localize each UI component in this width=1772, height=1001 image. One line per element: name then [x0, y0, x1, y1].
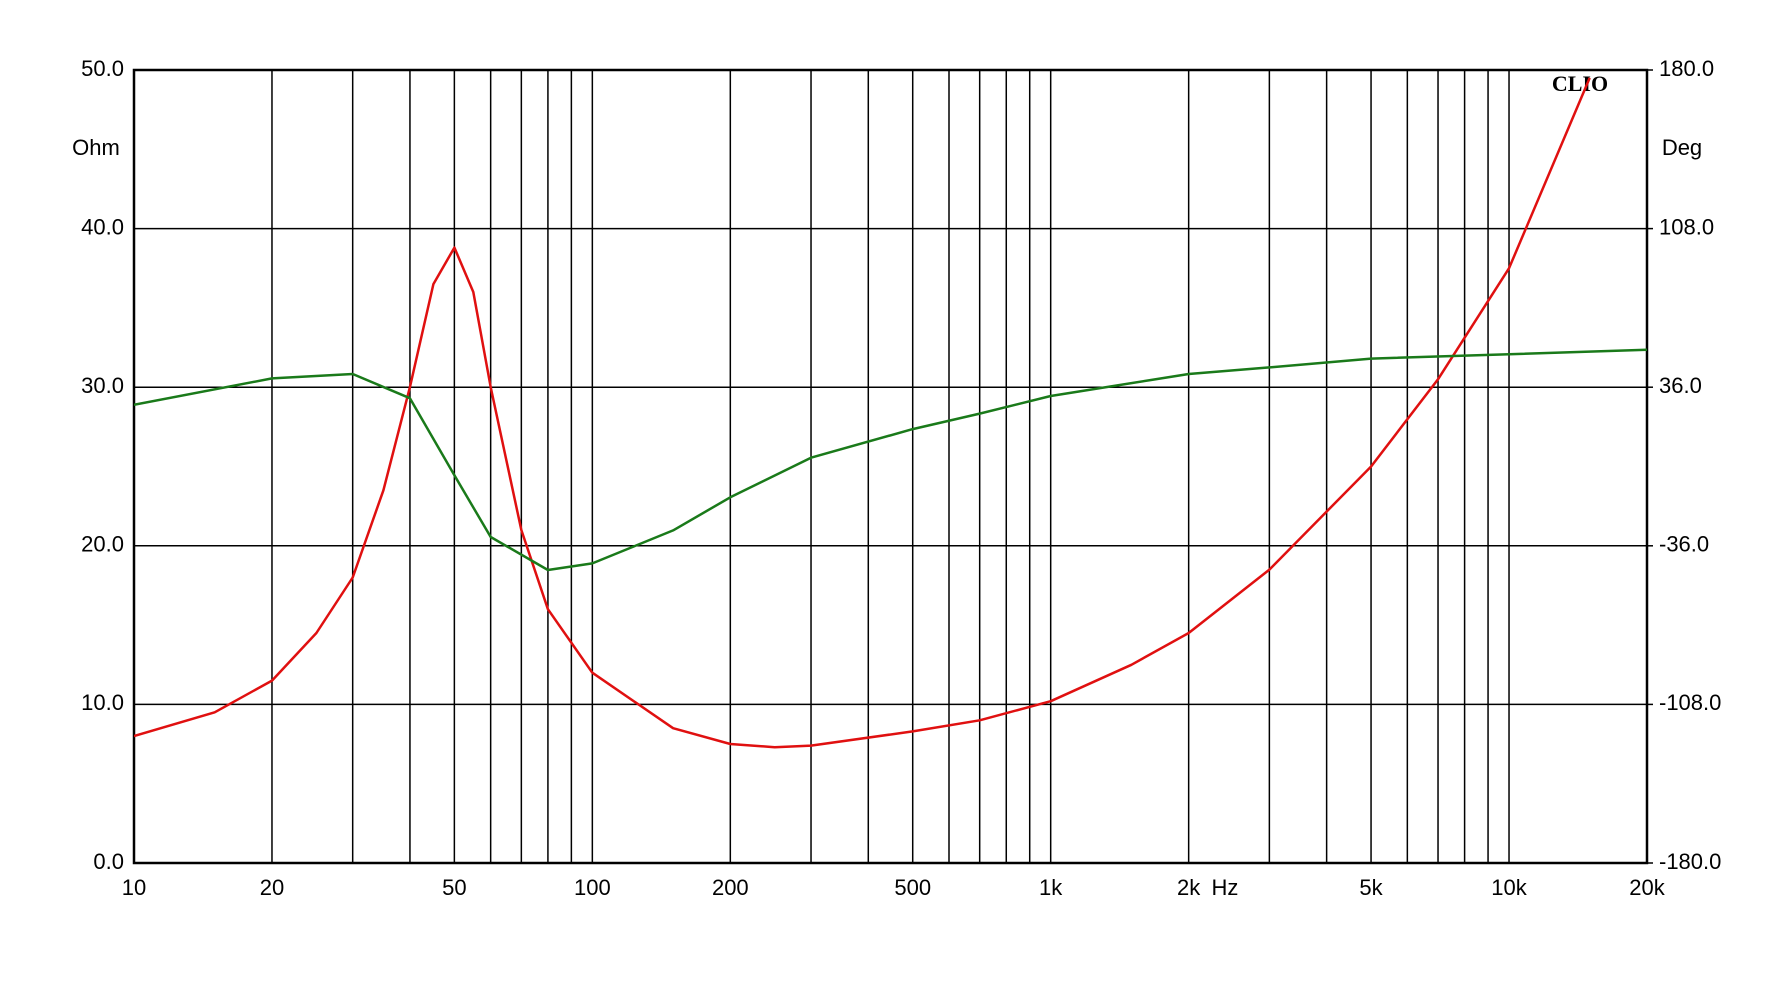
x-tick-label: 10 — [122, 875, 146, 900]
series-line — [134, 77, 1591, 749]
y-tick-label: 0.0 — [93, 849, 124, 874]
y2-axis-label: Deg — [1662, 135, 1702, 160]
x-tick-label: 20k — [1629, 875, 1665, 900]
y2-tick-label: -180.0 — [1659, 849, 1721, 874]
y2-tick-label: 36.0 — [1659, 373, 1702, 398]
y2-tick-label: 108.0 — [1659, 214, 1714, 239]
plot-frame — [132, 68, 1649, 865]
x-tick-label: 200 — [712, 875, 749, 900]
x-tick-label: 100 — [574, 875, 611, 900]
y2-tick-label: 180.0 — [1659, 56, 1714, 81]
y-tick-label: 20.0 — [81, 532, 124, 557]
y2-tick-label: -108.0 — [1659, 690, 1721, 715]
y-axis-label: Ohm — [72, 135, 120, 160]
y-tick-label: 50.0 — [81, 56, 124, 81]
x-tick-label: 1k — [1039, 875, 1063, 900]
y-tick-label: 30.0 — [81, 373, 124, 398]
series-line — [134, 348, 1647, 572]
y-tick-label: 40.0 — [81, 214, 124, 239]
logo: CLIO — [1552, 71, 1608, 96]
x-tick-label: 2k — [1177, 875, 1201, 900]
y-tick-label: 10.0 — [81, 690, 124, 715]
x-tick-label: 50 — [442, 875, 466, 900]
x-tick-label: 5k — [1359, 875, 1383, 900]
x-tick-label: 500 — [894, 875, 931, 900]
y2-tick-label: -36.0 — [1659, 532, 1709, 557]
x-tick-label: 20 — [260, 875, 284, 900]
x-axis-label: Hz — [1212, 875, 1239, 900]
x-tick-label: 10k — [1491, 875, 1527, 900]
